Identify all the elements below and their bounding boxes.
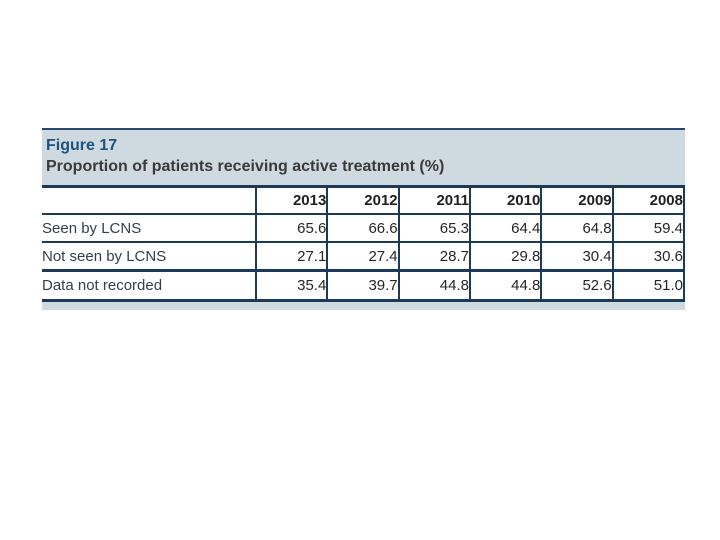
- table-cell: 27.1: [256, 242, 329, 272]
- table-cell: 44.8: [398, 270, 471, 302]
- column-header-empty: [42, 188, 257, 215]
- table-header: 2013 2012 2011 2010 2009 2008: [42, 188, 686, 215]
- table-body: Seen by LCNS 65.6 66.6 65.3 64.4 64.8 59…: [42, 214, 686, 302]
- table-cell: 29.8: [469, 242, 543, 272]
- table-cell: 30.4: [541, 242, 614, 272]
- table-row-not-seen-by-lcns: Not seen by LCNS 27.1 27.4 28.7 29.8 30.…: [42, 242, 686, 272]
- table-cell: 66.6: [327, 214, 400, 243]
- table-cell: 28.7: [398, 242, 471, 272]
- table-cell: 65.3: [398, 214, 471, 243]
- table-cell: 35.4: [256, 270, 329, 302]
- row-label: Not seen by LCNS: [42, 242, 257, 272]
- footer-strip: [42, 302, 685, 310]
- table-cell: 30.6: [612, 242, 686, 272]
- column-header-2012: 2012: [327, 188, 400, 215]
- table-row-data-not-recorded: Data not recorded 35.4 39.7 44.8 44.8 52…: [42, 270, 686, 302]
- figure-label: Figure 17: [46, 137, 118, 154]
- table-row-seen-by-lcns: Seen by LCNS 65.6 66.6 65.3 64.4 64.8 59…: [42, 214, 686, 243]
- column-header-2011: 2011: [398, 188, 471, 215]
- column-header-2009: 2009: [541, 188, 614, 215]
- header-row: 2013 2012 2011 2010 2009 2008: [42, 188, 686, 215]
- table-cell: 39.7: [327, 270, 400, 302]
- treatment-table: 2013 2012 2011 2010 2009 2008 Seen by LC…: [42, 188, 686, 302]
- figure-title: Proportion of patients receiving active …: [46, 158, 445, 175]
- table-cell: 52.6: [541, 270, 614, 302]
- table-cell: 51.0: [612, 270, 686, 302]
- table-cell: 27.4: [327, 242, 400, 272]
- column-header-2013: 2013: [256, 188, 329, 215]
- table-cell: 64.8: [541, 214, 614, 243]
- figure-title-band: Figure 17 Proportion of patients receivi…: [42, 128, 685, 188]
- column-header-2008: 2008: [612, 188, 686, 215]
- table-cell: 59.4: [612, 214, 686, 243]
- table-cell: 44.8: [469, 270, 543, 302]
- table-cell: 64.4: [469, 214, 543, 243]
- column-header-2010: 2010: [469, 188, 543, 215]
- row-label: Seen by LCNS: [42, 214, 257, 243]
- figure-17-block: Figure 17 Proportion of patients receivi…: [42, 128, 686, 310]
- row-label: Data not recorded: [42, 270, 257, 302]
- table-cell: 65.6: [256, 214, 329, 243]
